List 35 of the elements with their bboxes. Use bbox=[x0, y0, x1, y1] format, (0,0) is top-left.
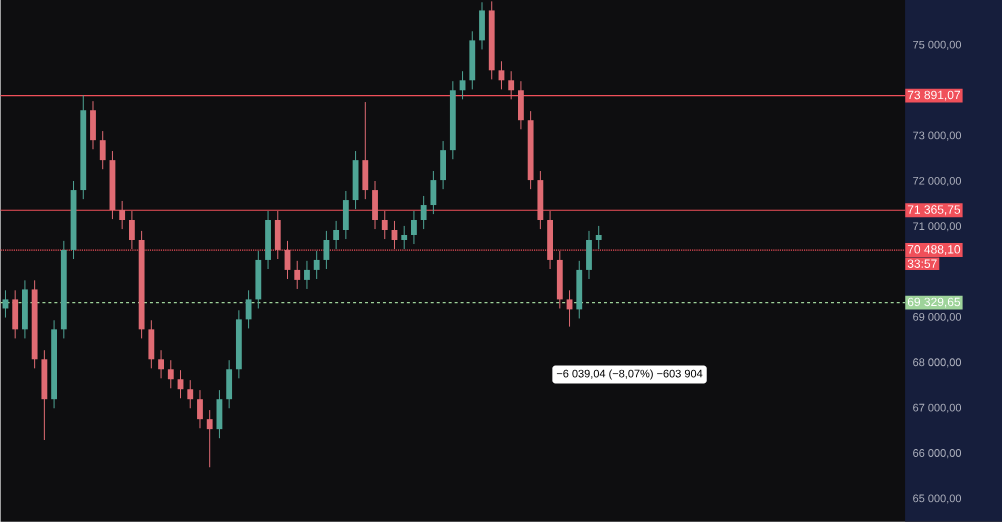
candlestick bbox=[313, 250, 320, 280]
candlestick bbox=[333, 220, 340, 250]
candlestick bbox=[187, 379, 194, 409]
candlestick bbox=[420, 195, 427, 230]
y-tick-label: 67 000,00 bbox=[913, 403, 962, 413]
annotation: −6 039,04 (−8,07%) −603 904 bbox=[556, 369, 703, 380]
y-tick-label: 66 000,00 bbox=[913, 449, 962, 459]
ref-line-label: 71 365,75 bbox=[907, 205, 961, 216]
y-tick-label: 73 000,00 bbox=[913, 131, 962, 141]
ref-line-label: 70 488,10 bbox=[907, 245, 961, 256]
candlestick bbox=[381, 210, 388, 240]
y-tick-label: 71 000,00 bbox=[913, 222, 962, 232]
y-tick-label: 65 000,00 bbox=[913, 494, 962, 504]
candlestick bbox=[508, 70, 515, 100]
candlestick bbox=[206, 409, 213, 468]
candlestick bbox=[323, 230, 330, 270]
candlestick bbox=[294, 260, 301, 290]
ref-line-label: 73 891,07 bbox=[907, 90, 960, 101]
candlestick bbox=[167, 359, 174, 389]
candlestick bbox=[128, 210, 135, 250]
y-tick-label: 69 000,00 bbox=[913, 313, 962, 323]
candlestick bbox=[401, 225, 408, 250]
candlestick bbox=[158, 349, 164, 379]
candlestick bbox=[411, 210, 417, 245]
y-tick-label: 75 000,00 bbox=[913, 40, 962, 51]
candlestick bbox=[595, 225, 602, 250]
y-tick-label: 72 000,00 bbox=[913, 177, 962, 187]
candlestick bbox=[119, 200, 126, 230]
candlestick bbox=[304, 260, 310, 290]
candlestick bbox=[197, 389, 203, 429]
candlestick bbox=[245, 289, 252, 330]
text: 33:57 bbox=[907, 259, 937, 269]
y-tick-label: 68 000,00 bbox=[913, 358, 962, 368]
candlestick bbox=[99, 130, 106, 170]
ref-line-label: 69 329,65 bbox=[907, 297, 961, 308]
